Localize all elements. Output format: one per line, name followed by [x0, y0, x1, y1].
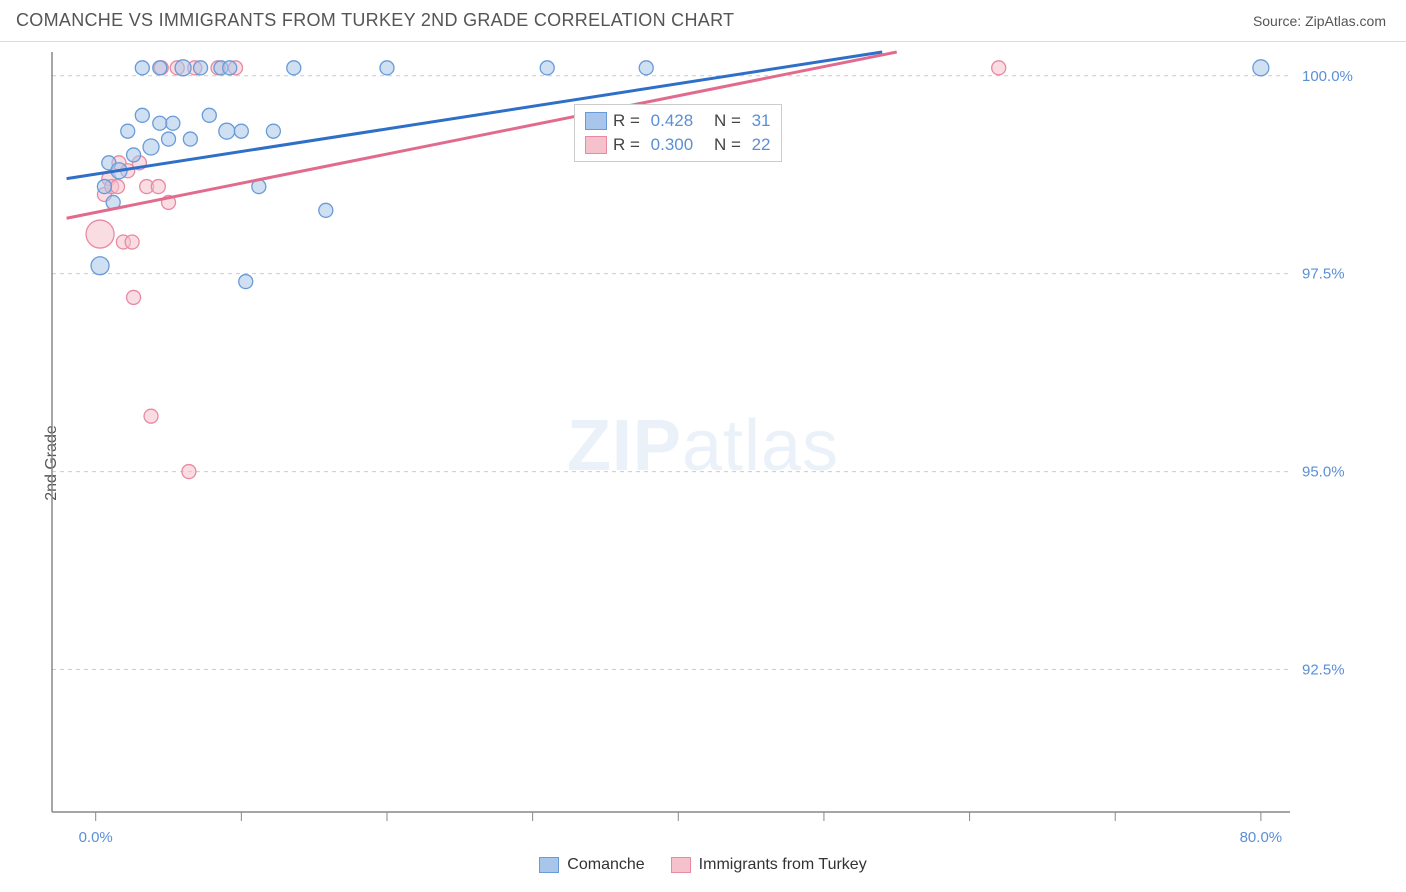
- data-point: [162, 132, 176, 146]
- data-point: [151, 180, 165, 194]
- data-point: [143, 139, 159, 155]
- data-point: [86, 220, 114, 248]
- correlation-legend: R = 0.428 N = 31 R = 0.300 N = 22: [574, 104, 782, 162]
- data-point: [183, 132, 197, 146]
- y-tick-label: 100.0%: [1302, 68, 1353, 85]
- r-value: 0.300: [646, 135, 708, 155]
- data-point: [1253, 60, 1269, 76]
- legend-item-turkey: Immigrants from Turkey: [671, 856, 867, 874]
- legend-label-turkey: Immigrants from Turkey: [699, 856, 867, 874]
- data-point: [127, 290, 141, 304]
- n-value: 31: [747, 111, 771, 131]
- chart-header: COMANCHE VS IMMIGRANTS FROM TURKEY 2ND G…: [0, 0, 1406, 42]
- legend-swatch-turkey: [671, 857, 691, 873]
- n-value: 22: [747, 135, 771, 155]
- legend-swatch: [585, 112, 607, 130]
- data-point: [125, 235, 139, 249]
- legend-item-comanche: Comanche: [539, 856, 644, 874]
- data-point: [639, 61, 653, 75]
- data-point: [319, 203, 333, 217]
- scatter-chart: 92.5% 95.0% 97.5% 100.0% 0.0% 80.0%: [0, 42, 1406, 884]
- data-point: [91, 257, 109, 275]
- legend-swatch-comanche: [539, 857, 559, 873]
- x-max-label: 80.0%: [1240, 829, 1283, 846]
- data-point: [121, 124, 135, 138]
- data-point: [182, 465, 196, 479]
- data-point: [97, 180, 111, 194]
- data-point: [166, 116, 180, 130]
- data-point: [219, 123, 235, 139]
- n-label: N =: [714, 135, 741, 155]
- series-legend: Comanche Immigrants from Turkey: [0, 856, 1406, 874]
- data-point: [380, 61, 394, 75]
- y-tick-label: 95.0%: [1302, 464, 1345, 481]
- data-point: [194, 61, 208, 75]
- chart-title: COMANCHE VS IMMIGRANTS FROM TURKEY 2ND G…: [16, 10, 734, 31]
- r-label: R =: [613, 135, 640, 155]
- data-point: [266, 124, 280, 138]
- data-point: [153, 61, 167, 75]
- data-point: [202, 108, 216, 122]
- legend-stat-row: R = 0.428 N = 31: [585, 109, 771, 133]
- chart-source: Source: ZipAtlas.com: [1253, 13, 1386, 29]
- y-tick-label: 92.5%: [1302, 662, 1345, 679]
- data-point: [287, 61, 301, 75]
- data-point: [992, 61, 1006, 75]
- n-label: N =: [714, 111, 741, 131]
- data-point: [234, 124, 248, 138]
- legend-stat-row: R = 0.300 N = 22: [585, 133, 771, 157]
- data-point: [144, 409, 158, 423]
- data-point: [239, 275, 253, 289]
- data-point: [223, 61, 237, 75]
- data-point: [175, 60, 191, 76]
- data-point: [111, 180, 125, 194]
- legend-swatch: [585, 136, 607, 154]
- data-point: [127, 148, 141, 162]
- data-point: [135, 61, 149, 75]
- legend-label-comanche: Comanche: [567, 856, 644, 874]
- data-point: [135, 108, 149, 122]
- chart-area: 2nd Grade ZIPatlas 92.5%95.0%97.5%100.0%…: [0, 42, 1406, 884]
- data-point: [153, 116, 167, 130]
- x-min-label: 0.0%: [79, 829, 113, 846]
- r-value: 0.428: [646, 111, 708, 131]
- data-point: [540, 61, 554, 75]
- y-tick-label: 97.5%: [1302, 266, 1345, 283]
- r-label: R =: [613, 111, 640, 131]
